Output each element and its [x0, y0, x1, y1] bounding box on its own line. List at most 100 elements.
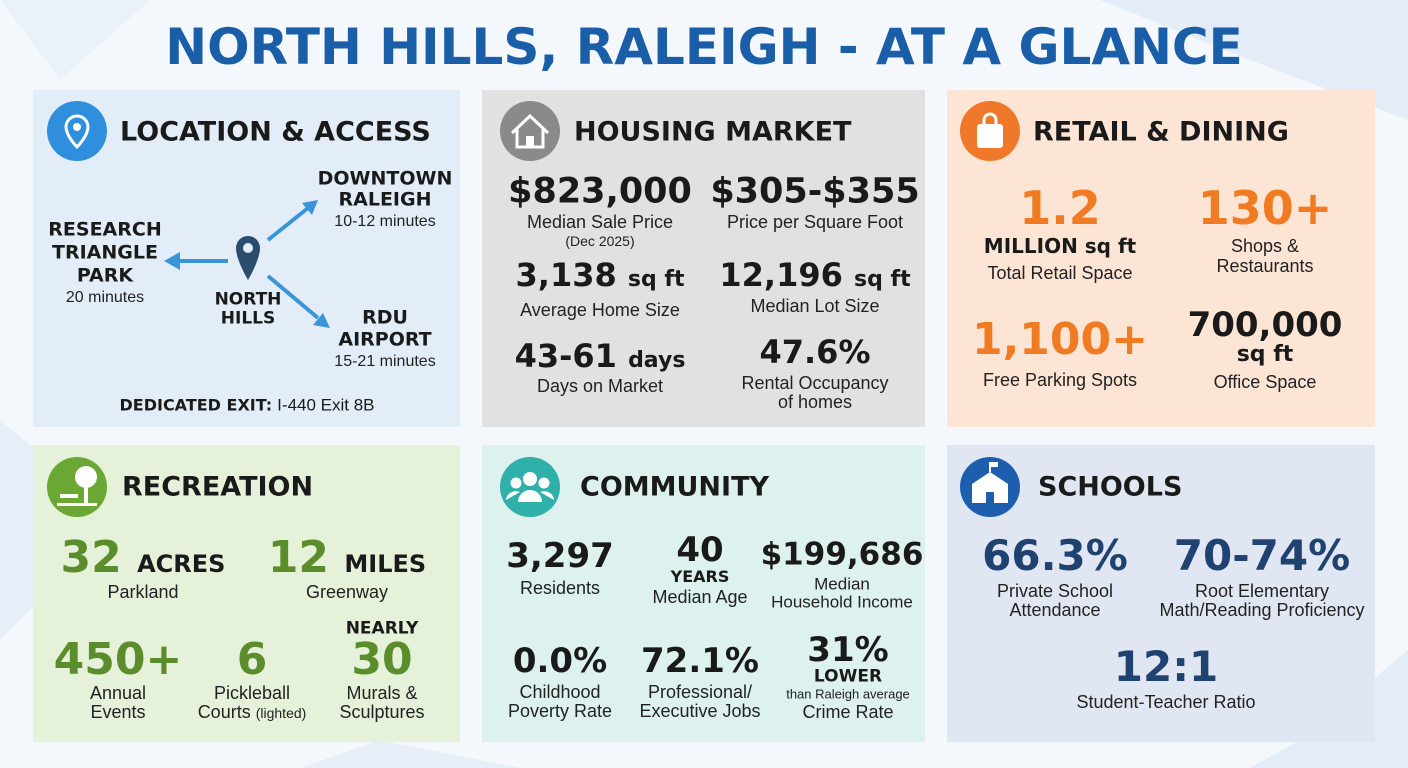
- panel-title: RETAIL & DINING: [1033, 116, 1289, 148]
- stat-unit: days: [628, 348, 686, 373]
- panel-title: SCHOOLS: [1038, 471, 1183, 503]
- stat-value: $823,000: [508, 171, 692, 212]
- stat-value: 30: [351, 634, 413, 685]
- stat-label: Sculptures: [339, 702, 425, 722]
- travel-time: 15-21 minutes: [334, 353, 436, 370]
- stat-value: 1,100+: [971, 314, 1149, 365]
- panel-title: LOCATION & ACCESS: [120, 116, 431, 148]
- stat-value-line: 43-61 days: [515, 340, 686, 372]
- stat-note: (Dec 2025): [565, 233, 635, 249]
- stat-value-line: 32 ACRES: [61, 536, 226, 580]
- place-name: RESEARCH: [48, 218, 162, 241]
- stat-value: 31%: [807, 630, 889, 670]
- stat-label-line: Courts (lighted): [198, 703, 307, 721]
- exit-value: I-440 Exit 8B: [277, 395, 375, 415]
- stat-label: Days on Market: [536, 376, 664, 396]
- stat-label: Childhood: [519, 682, 601, 702]
- place-name: TRIANGLE: [52, 241, 158, 264]
- stat-label: Median Sale Price: [526, 212, 674, 232]
- stat-label: Courts: [197, 702, 251, 722]
- panel-title: HOUSING MARKET: [574, 116, 852, 148]
- stat-value-line: 12,196 sq ft: [719, 259, 910, 291]
- stat-unit: LOWER: [813, 666, 883, 687]
- stat-unit: sq ft: [627, 267, 685, 292]
- stat-note: (lighted): [255, 705, 307, 721]
- stat-label: Restaurants: [1216, 256, 1314, 276]
- stat-label: of homes: [777, 392, 853, 412]
- stat-value: 12:1: [1113, 642, 1219, 691]
- stat-value: 32: [60, 532, 122, 583]
- stat-value: 6: [236, 634, 268, 685]
- exit-label: DEDICATED EXIT:: [119, 395, 273, 415]
- stat-value: 130+: [1197, 181, 1333, 235]
- stat-label: Private School: [996, 581, 1114, 601]
- stat-label: Total Retail Space: [987, 263, 1133, 283]
- stat-value: 66.3%: [982, 531, 1128, 580]
- stat-value: 0.0%: [512, 641, 608, 681]
- stat-label: Median Age: [652, 587, 748, 607]
- stat-label: Parkland: [107, 582, 179, 602]
- center-name: NORTH: [214, 289, 282, 310]
- stat-label: Rental Occupancy: [741, 373, 889, 393]
- stat-value-line: 12 MILES: [268, 536, 426, 580]
- stat-label: Math/Reading Proficiency: [1159, 600, 1365, 620]
- exit-line: DEDICATED EXIT: I-440 Exit 8B: [119, 397, 374, 414]
- stat-value-line: 3,138 sq ft: [516, 259, 685, 291]
- place-name: DOWNTOWN: [317, 167, 453, 190]
- stat-unit: MILES: [344, 550, 427, 578]
- stat-label: Student-Teacher Ratio: [1076, 692, 1256, 712]
- stat-label: Pickleball: [213, 683, 291, 703]
- stat-note: than Raleigh average: [786, 686, 910, 702]
- stat-label: Average Home Size: [520, 300, 680, 320]
- stat-unit: MILLION sq ft: [983, 234, 1137, 258]
- stat-label: Root Elementary: [1194, 581, 1330, 601]
- stat-label: Office Space: [1213, 372, 1317, 392]
- stat-label: Poverty Rate: [507, 701, 613, 721]
- stat-value: 70-74%: [1173, 531, 1351, 580]
- stat-value: $305-$355: [710, 171, 920, 212]
- stat-unit: sq ft: [1236, 342, 1294, 367]
- panel-title: RECREATION: [122, 471, 314, 503]
- place-name: PARK: [76, 264, 134, 287]
- place-name: AIRPORT: [338, 328, 432, 351]
- place-name: RDU: [362, 306, 408, 329]
- stat-unit: ACRES: [137, 550, 226, 578]
- stat-label: Annual: [89, 683, 147, 703]
- panel-title: COMMUNITY: [580, 471, 770, 503]
- stat-value: $199,686: [760, 536, 924, 573]
- stat-qualifier: NEARLY: [345, 618, 419, 639]
- stat-label: Executive Jobs: [639, 701, 761, 721]
- stat-label: Events: [90, 702, 146, 722]
- travel-time: 10-12 minutes: [334, 213, 436, 230]
- stat-label: Shops &: [1230, 236, 1300, 256]
- stat-value: 3,138: [515, 256, 617, 294]
- page-title: NORTH HILLS, RALEIGH - AT A GLANCE: [165, 18, 1243, 76]
- stat-value: 40: [676, 530, 724, 570]
- stat-label: Household Income: [771, 592, 913, 612]
- retail-panel: [947, 90, 1375, 427]
- stat-label: Professional/: [647, 682, 753, 702]
- stat-value: 12: [267, 532, 330, 583]
- stat-label: Residents: [519, 578, 601, 598]
- stat-value: 1.2: [1019, 181, 1101, 235]
- stat-value: 43-61: [514, 337, 617, 375]
- stat-label: Crime Rate: [802, 702, 894, 722]
- stat-value: 47.6%: [759, 333, 871, 371]
- stat-label: Median Lot Size: [750, 296, 880, 316]
- stat-unit: YEARS: [670, 567, 730, 586]
- stat-unit: sq ft: [854, 267, 911, 292]
- stat-label: Median: [814, 574, 870, 594]
- travel-time: 20 minutes: [65, 289, 145, 306]
- stat-label: Murals &: [346, 683, 418, 703]
- stat-value: 700,000: [1187, 305, 1343, 345]
- stat-label: Price per Square Foot: [726, 212, 904, 232]
- place-name: RALEIGH: [338, 188, 432, 211]
- stat-value: 3,297: [506, 536, 614, 576]
- stat-value: 12,196: [719, 256, 843, 294]
- stat-label: Attendance: [1009, 600, 1101, 620]
- stat-label: Free Parking Spots: [982, 370, 1138, 390]
- stat-value: 450+: [53, 634, 183, 685]
- stat-label: Greenway: [305, 582, 389, 602]
